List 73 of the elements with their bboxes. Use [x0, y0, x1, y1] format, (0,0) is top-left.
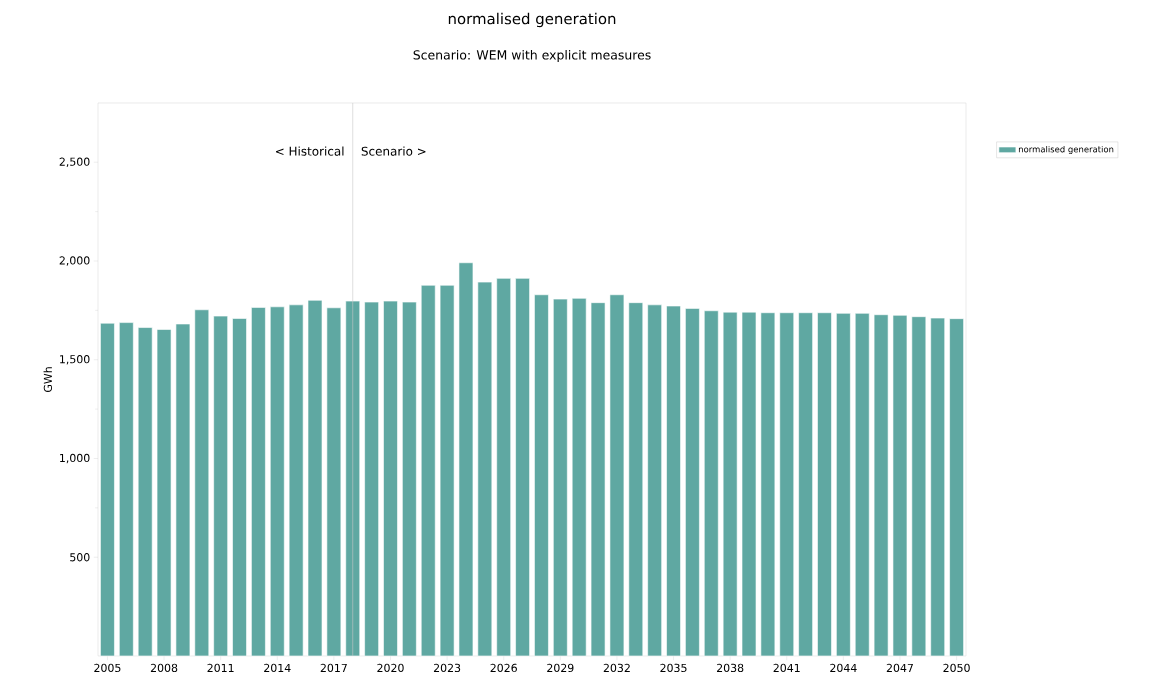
y-tick-label: 1,000 [60, 453, 90, 464]
y-tick-label: 2,000 [59, 256, 90, 266]
bar [741, 311, 757, 657]
bar [402, 301, 417, 657]
bar [854, 313, 870, 657]
bar [496, 278, 512, 657]
bar [892, 315, 908, 657]
bar [307, 299, 323, 657]
chart-title: normalised generation [448, 12, 616, 28]
bar [628, 302, 644, 657]
bar [590, 302, 606, 657]
bar [137, 327, 153, 657]
x-tick-label: 2017 [320, 663, 347, 673]
chart-subtitle: Scenario: WEM with explicit measures [413, 49, 651, 63]
bar [571, 298, 587, 657]
x-tick-label: 2050 [943, 663, 970, 673]
bar [817, 312, 832, 657]
x-tick-label: 2044 [830, 663, 857, 673]
bar [326, 307, 342, 657]
x-tick-label: 2047 [886, 663, 913, 673]
bar [911, 316, 927, 657]
x-tick-label: 2023 [433, 663, 461, 673]
bar [232, 318, 247, 657]
annotation: Scenario > [361, 146, 426, 156]
bar [666, 305, 681, 657]
bar [760, 312, 776, 657]
bar [458, 262, 474, 657]
x-tick-label: 2041 [773, 663, 800, 673]
bar [553, 298, 568, 657]
bar [364, 301, 379, 657]
bar [383, 300, 398, 657]
bar [156, 329, 172, 657]
x-tick-label: 2011 [207, 663, 234, 673]
x-tick-label: 2026 [490, 663, 517, 673]
bar [439, 284, 455, 657]
y-tick-label: 1,500 [60, 355, 90, 365]
bar [119, 322, 134, 657]
y-tick-label: 2,500 [59, 157, 90, 167]
x-tick-label: 2038 [716, 663, 744, 673]
bar [213, 315, 228, 657]
bar [609, 294, 625, 657]
bar [873, 314, 889, 657]
x-tick-label: 2014 [264, 663, 291, 673]
bar [175, 323, 191, 657]
bar [194, 309, 210, 657]
bar [477, 281, 493, 657]
bar [515, 278, 530, 657]
bar [930, 317, 946, 657]
bar [779, 312, 795, 657]
bar [703, 310, 719, 657]
legend-label: normalised generation [1018, 145, 1114, 155]
bar [798, 312, 813, 657]
x-tick-label: 2005 [94, 663, 121, 673]
bar [269, 306, 285, 657]
bar [722, 311, 738, 657]
bar [420, 284, 436, 657]
bar [251, 307, 266, 657]
y-tick-label: 500 [70, 553, 90, 562]
y-axis-title: GWh [43, 367, 53, 393]
x-tick-label: 2008 [150, 663, 178, 673]
x-tick-label: 2020 [377, 663, 404, 673]
bar [288, 304, 304, 657]
bar [836, 313, 851, 657]
bar [100, 322, 115, 657]
x-tick-label: 2035 [660, 663, 687, 673]
x-tick-label: 2032 [603, 663, 630, 673]
bar [345, 300, 361, 657]
x-tick-label: 2029 [547, 663, 574, 673]
bar [534, 294, 549, 657]
bar [647, 304, 662, 657]
annotation: < Historical [276, 146, 344, 156]
bar [685, 308, 700, 657]
bar [949, 318, 964, 657]
